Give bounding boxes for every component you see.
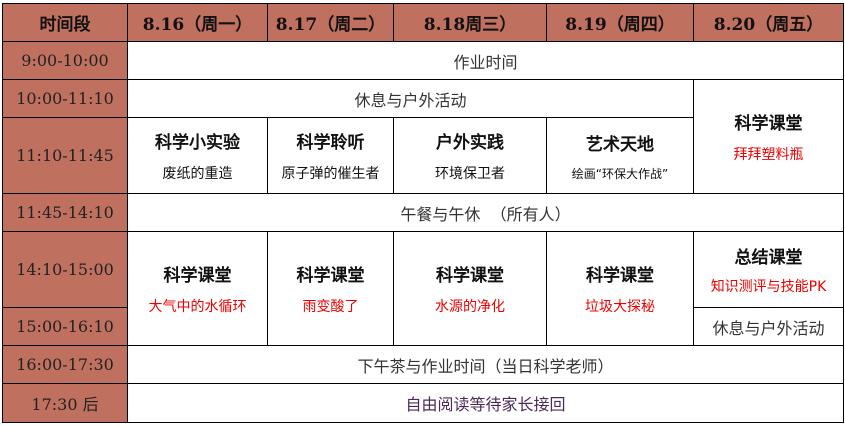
time-cell: 11:45-14:10 [2,193,128,232]
time-cell: 11:10-11:45 [2,117,128,194]
class-cell: 科学课堂大气中的水循环 [127,231,268,346]
header-wed: 8.18周三） [393,3,547,42]
class-title: 科学课堂 [296,266,365,286]
lunch-cell: 午餐与午休 （所有人） [127,193,844,232]
table-row: 16:00-17:30 下午茶与作业时间（当日科学老师） [2,345,844,384]
header-fri: 8.20（周五） [693,3,844,42]
time-cell: 10:00-11:10 [2,79,128,118]
rest-cell: 休息与户外活动 [127,79,694,118]
header-thu: 8.19（周四） [546,3,694,42]
class-cell: 科学课堂 水源的净化 [393,231,547,346]
tea-cell: 下午茶与作业时间（当日科学老师） [127,345,844,384]
class-title: 艺术天地 [586,134,654,155]
class-topic: 环境保卫者 [435,166,505,182]
class-topic: 绘画“环保大作战” [571,166,669,181]
class-title: 科学课堂 [436,266,504,286]
class-title: 科学小实验 [155,133,240,153]
table-row: 11:45-14:10 午餐与午休 （所有人） [2,193,844,232]
homework-cell: 作业时间 [127,41,844,80]
time-cell: 9:00-10:00 [2,41,128,80]
class-title: 总结课堂 [734,248,803,268]
table-row: 14:10-15:00 科学课堂大气中的水循环 科学课堂雨变酸了 科学课堂水源的… [2,231,844,346]
table-row: 15:00-16:10 休息与户外活动 [2,307,844,346]
fri-afternoon-cell: 总结课堂知识测评与技能PK [693,231,844,308]
class-cell: 科学课堂 垃圾大探秘 [546,231,694,346]
time-cell: 14:10-15:00 [2,231,128,308]
table-row: 11:10-11:45 科学小实验废纸的重造 科学聆听原子弹的催生者 户外实践环… [2,117,844,194]
class-topic: 废纸的重造 [162,166,233,182]
class-topic: 拜拜塑料瓶 [733,147,804,163]
schedule-table: 时间段 8.16（周一） 8.17（周二） 8.18周三） 8.19（周四） 8… [2,3,844,423]
class-topic: 原子弹的催生者 [281,166,380,182]
class-title: 科学聆听 [296,133,365,153]
class-cell: 艺术天地绘画“环保大作战” [546,117,694,194]
class-topic: 垃圾大探秘 [585,299,655,315]
table-row: 17:30 后 自由阅读等待家长接回 [2,383,844,423]
class-cell: 科学聆听原子弹的催生者 [267,117,394,194]
class-title: 科学课堂 [586,266,654,286]
header-time: 时间段 [2,3,128,42]
fri-morning-cell: 科学课堂 拜拜塑料瓶 [693,79,844,194]
class-topic: 雨变酸了 [302,299,359,315]
class-topic: 大气中的水循环 [148,299,247,315]
time-cell: 15:00-16:10 [2,307,128,346]
pickup-cell: 自由阅读等待家长接回 [127,383,844,423]
header-row: 时间段 8.16（周一） 8.17（周二） 8.18周三） 8.19（周四） 8… [2,3,844,42]
class-topic: 知识测评与技能PK [710,279,827,295]
class-title: 科学课堂 [163,266,232,286]
table-row: 9:00-10:00 作业时间 [2,41,844,80]
time-cell: 16:00-17:30 [2,345,128,384]
header-mon: 8.16（周一） [127,3,268,42]
fri-rest-cell: 休息与户外活动 [693,307,844,346]
time-cell: 17:30 后 [2,383,128,423]
class-title: 户外实践 [436,133,504,153]
class-title: 科学课堂 [734,114,803,134]
header-tue: 8.17（周二） [267,3,394,42]
table-row: 10:00-11:10 休息与户外活动 科学课堂 拜拜塑料瓶 [2,79,844,194]
class-cell: 科学课堂 雨变酸了 [267,231,394,346]
class-cell: 户外实践 环境保卫者 [393,117,547,194]
class-topic: 水源的净化 [435,299,505,315]
class-cell: 科学小实验废纸的重造 [127,117,268,194]
